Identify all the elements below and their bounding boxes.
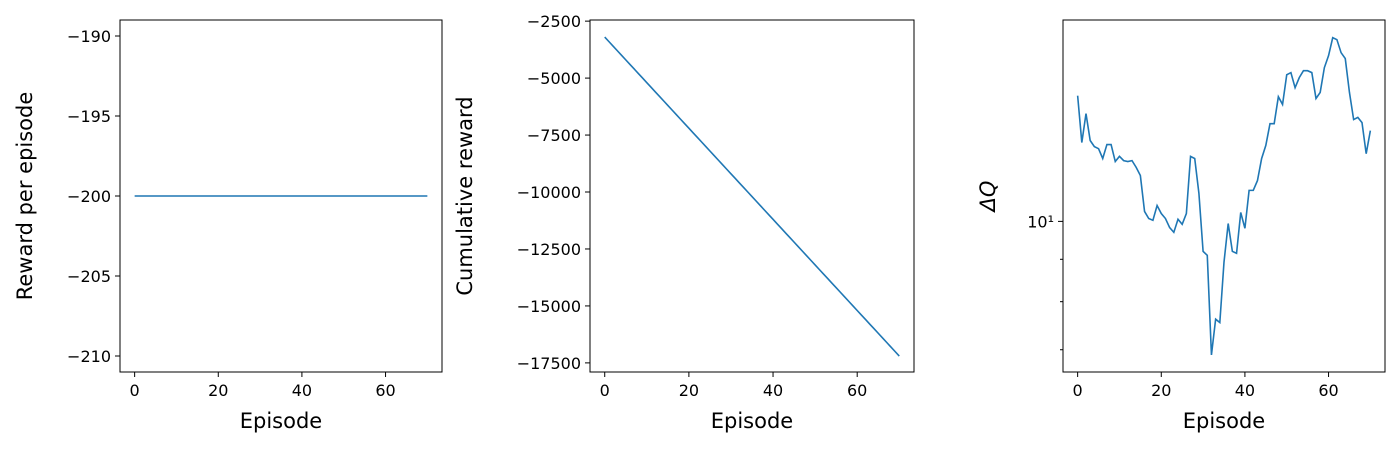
- x-tick-label: 20: [208, 381, 228, 400]
- x-axis-label: Episode: [1183, 409, 1265, 433]
- y-tick-label: −205: [67, 267, 111, 286]
- x-tick-label: 0: [1073, 381, 1083, 400]
- y-tick-label: −190: [67, 27, 111, 46]
- y-tick-label: −12500: [517, 240, 581, 259]
- x-tick-label: 40: [1235, 381, 1255, 400]
- axes-frame: [589, 19, 915, 373]
- y-tick-label: −195: [67, 107, 111, 126]
- x-axis-label: Episode: [240, 409, 322, 433]
- data-line: [1076, 36, 1372, 356]
- axes-frame: [1062, 19, 1386, 373]
- subplot: 0 20 40 60 −190 −195 −200 −205 −210 Episode Reward…: [13, 19, 443, 433]
- x-tick-label: 60: [847, 381, 867, 400]
- y-axis-label: Cumulative reward: [453, 96, 477, 295]
- y-tick-label: −5000: [527, 69, 581, 88]
- x-tick-label: 0: [600, 381, 610, 400]
- x-tick-label: 40: [292, 381, 312, 400]
- x-axis-label: Episode: [711, 409, 793, 433]
- y-tick-label: −210: [67, 347, 111, 366]
- x-tick-label: 0: [130, 381, 140, 400]
- y-axis-label: ΔQ: [976, 181, 1000, 214]
- subplot: 0 20 40 60 −2500 −5000 −7500 −10000 −12500 −15000…: [453, 12, 915, 433]
- y-tick-label: −10000: [517, 183, 581, 202]
- y-tick-label: 10¹: [1027, 212, 1054, 231]
- y-axis-label: Reward per episode: [13, 92, 37, 301]
- x-tick-label: 60: [375, 381, 395, 400]
- x-tick-label: 40: [763, 381, 783, 400]
- x-tick-label: 60: [1318, 381, 1338, 400]
- y-tick-label: −15000: [517, 297, 581, 316]
- y-tick-label: −200: [67, 187, 111, 206]
- subplot: 0 20 40 60 10¹ Episode ΔQ: [976, 19, 1386, 433]
- y-tick-label: −17500: [517, 354, 581, 373]
- x-tick-label: 20: [679, 381, 699, 400]
- y-tick-label: −7500: [527, 126, 581, 145]
- data-line: [604, 36, 900, 357]
- y-tick-label: −2500: [527, 12, 581, 31]
- x-tick-label: 20: [1151, 381, 1171, 400]
